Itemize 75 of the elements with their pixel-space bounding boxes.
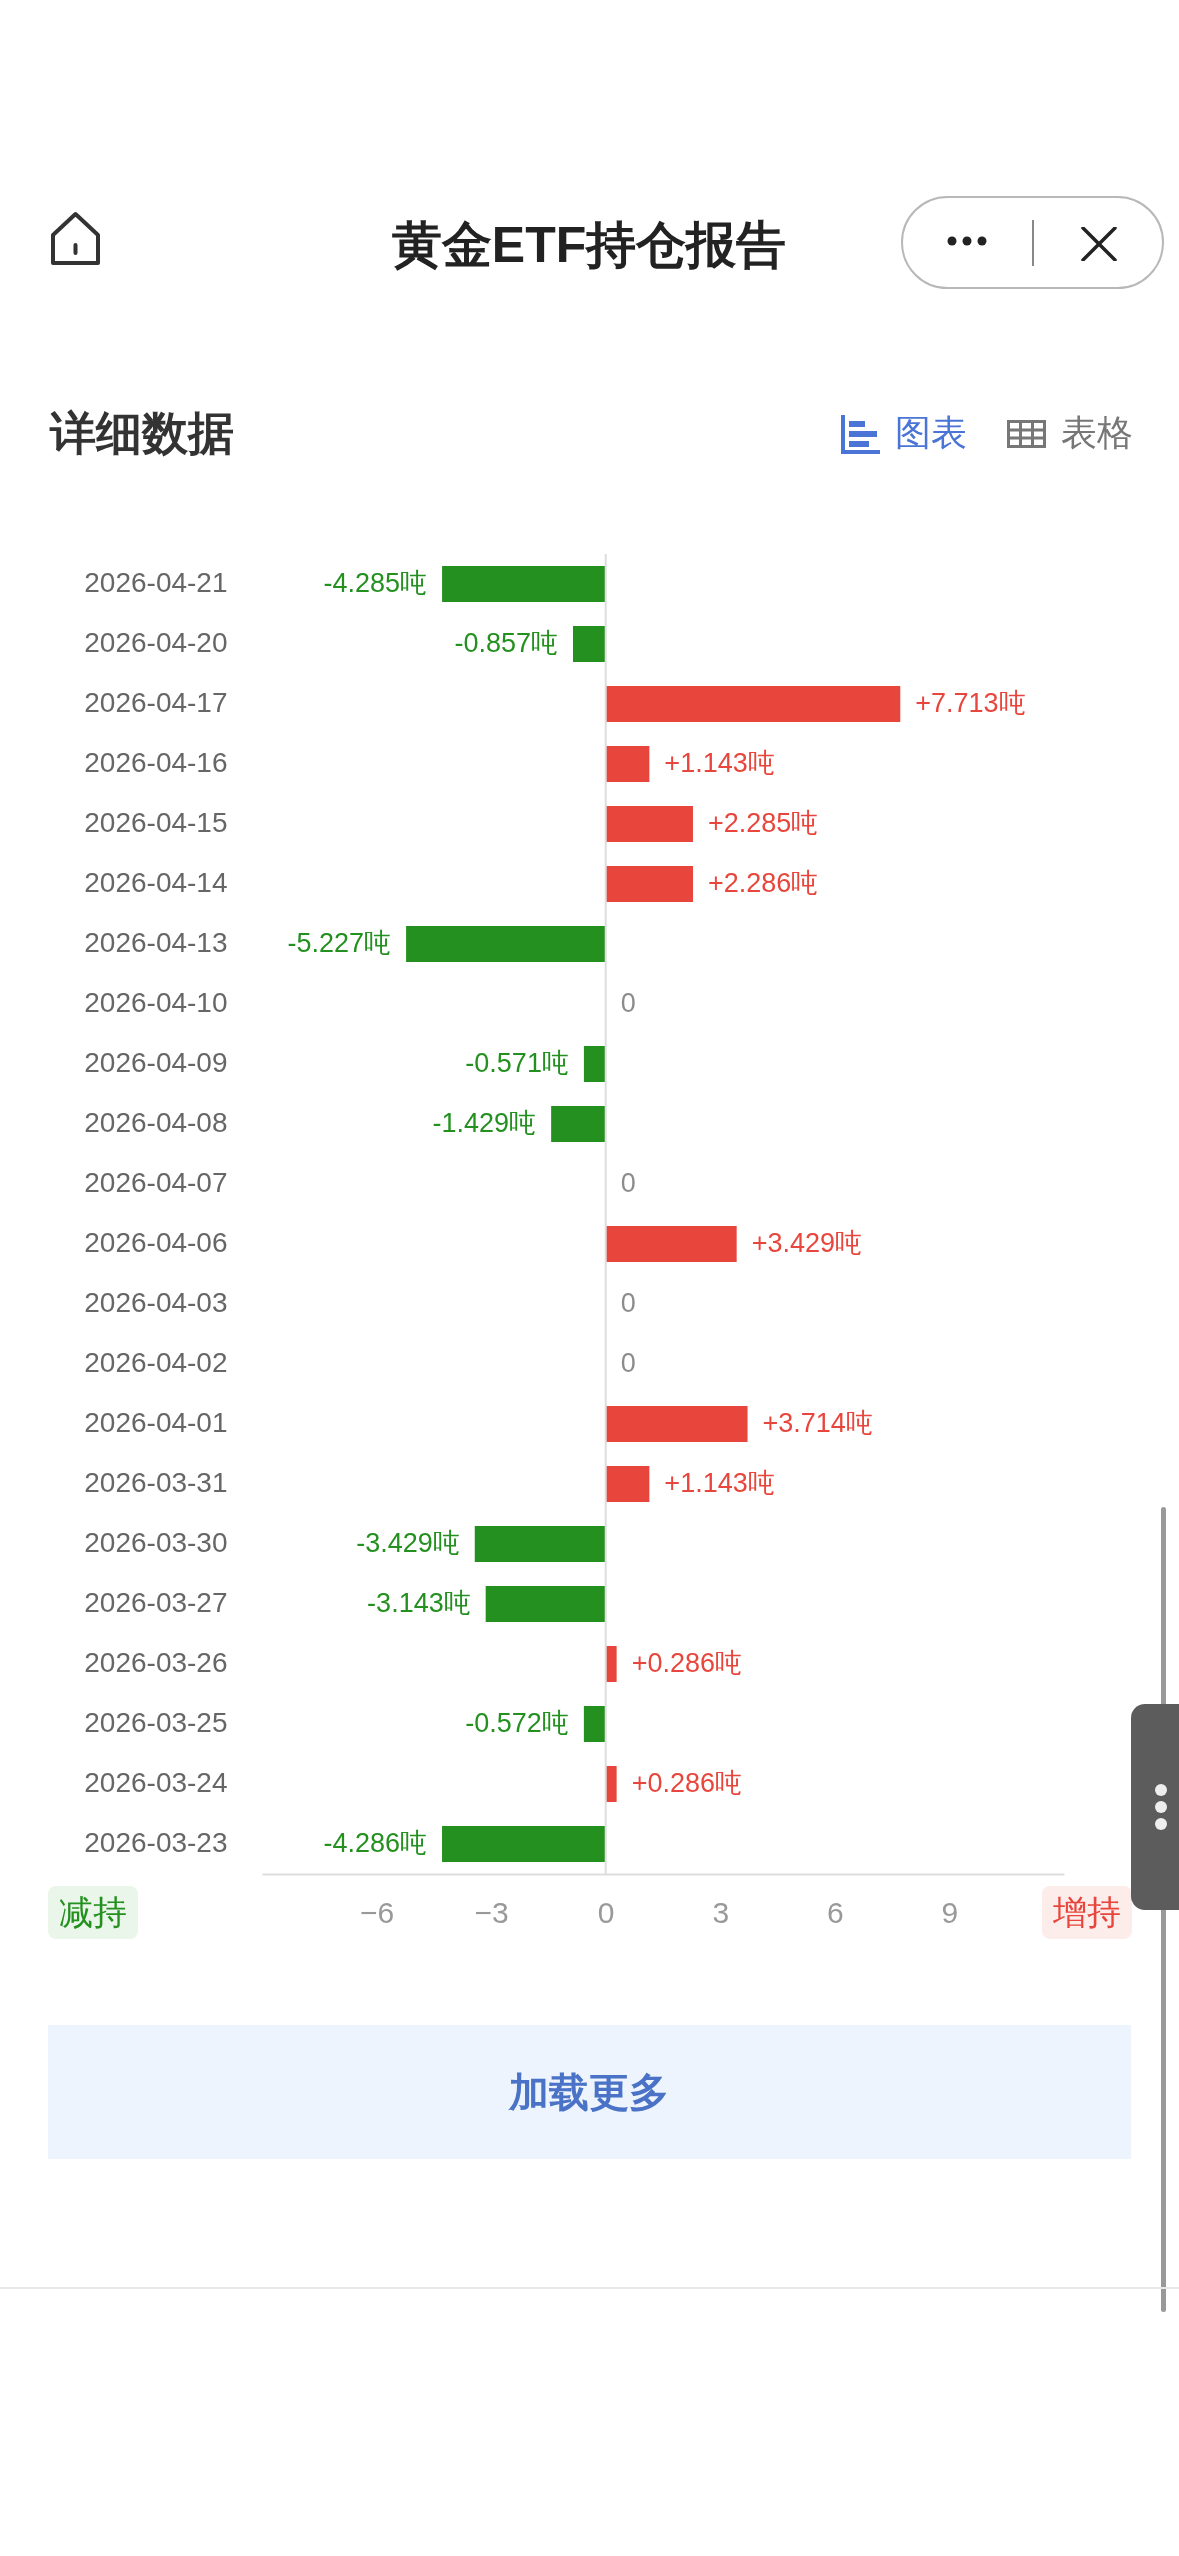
y-tick-label: 2026-04-21 [84, 567, 228, 598]
data-label: +0.286吨 [631, 1648, 742, 1678]
data-label: 0 [620, 988, 636, 1018]
data-label: -0.572吨 [465, 1708, 569, 1738]
data-label: -3.429吨 [356, 1528, 460, 1558]
data-label: +7.713吨 [915, 688, 1026, 718]
bar [442, 566, 606, 602]
y-tick-label: 2026-04-07 [84, 1167, 228, 1198]
bar [605, 686, 901, 722]
data-label: -0.571吨 [465, 1048, 569, 1078]
x-tick-label: −3 [474, 1895, 509, 1929]
chart-title: 黄金ETF持仓报告 [391, 216, 787, 274]
bar [605, 1766, 617, 1802]
x-tick-label: 3 [712, 1895, 730, 1929]
bar [605, 806, 693, 842]
y-tick-label: 2026-04-10 [84, 987, 228, 1018]
text: 图表 [895, 412, 967, 453]
y-tick-label: 2026-03-31 [84, 1467, 228, 1498]
bar [605, 1406, 748, 1442]
data-label: -3.143吨 [367, 1588, 471, 1618]
chart-subtitle: 详细数据 [50, 406, 234, 460]
x-tick-label: −6 [359, 1895, 395, 1929]
text: 增持 [1042, 1886, 1132, 1939]
bar [605, 1466, 650, 1502]
data-label: 0 [620, 1168, 636, 1198]
data-label: -1.429吨 [432, 1108, 537, 1138]
bar [583, 1706, 606, 1742]
y-tick-label: 2026-04-17 [84, 687, 228, 718]
bar [474, 1526, 606, 1562]
y-tick-label: 2026-04-01 [84, 1407, 228, 1438]
data-label: -5.227吨 [287, 928, 392, 958]
y-tick-label: 2026-04-13 [84, 927, 228, 958]
y-tick-label: 2026-04-09 [84, 1047, 228, 1078]
x-tick-label: 9 [941, 1895, 959, 1929]
data-label: -0.857吨 [454, 628, 558, 658]
y-tick-label: 2026-04-15 [84, 807, 228, 838]
y-tick-label: 2026-03-23 [84, 1827, 228, 1858]
data-label: +3.714吨 [762, 1408, 873, 1438]
y-tick-label: 2026-04-03 [84, 1287, 228, 1318]
x-tick-label: 6 [827, 1895, 844, 1929]
bar [583, 1046, 606, 1082]
data-label: 0 [620, 1288, 636, 1318]
bar [572, 626, 606, 662]
data-label: -4.285吨 [323, 568, 428, 598]
data-label: +2.285吨 [707, 808, 819, 838]
y-tick-label: 2026-04-06 [84, 1227, 228, 1258]
button: 加载更多 [48, 2025, 1131, 2159]
x-tick-label: 0 [597, 1895, 615, 1929]
y-tick-label: 2026-04-08 [84, 1107, 228, 1138]
data-label: +0.286吨 [631, 1768, 742, 1798]
bar [605, 866, 694, 902]
data-label: +3.429吨 [751, 1228, 863, 1258]
text: 表格 [1061, 412, 1133, 453]
y-tick-label: 2026-03-24 [84, 1767, 228, 1798]
bar [485, 1586, 606, 1622]
bar [605, 1646, 617, 1682]
bar [605, 746, 650, 782]
data-label: -4.286吨 [323, 1828, 428, 1858]
y-tick-label: 2026-03-25 [84, 1707, 228, 1738]
y-tick-label: 2026-04-02 [84, 1347, 228, 1378]
y-tick-label: 2026-04-16 [84, 747, 228, 778]
bar [605, 1226, 737, 1262]
y-tick-label: 2026-04-14 [84, 867, 228, 898]
bar [442, 1826, 606, 1862]
y-tick-label: 2026-03-30 [84, 1527, 228, 1558]
data-label: +1.143吨 [664, 748, 775, 778]
text: 减持 [48, 1886, 138, 1939]
y-tick-label: 2026-03-26 [84, 1647, 228, 1678]
bar [551, 1106, 606, 1142]
data-label: 0 [620, 1348, 636, 1378]
y-tick-label: 2026-04-20 [84, 627, 228, 658]
bar [406, 926, 606, 962]
data-label: +1.143吨 [664, 1468, 775, 1498]
y-tick-label: 2026-03-27 [84, 1587, 228, 1618]
data-label: +2.286吨 [708, 868, 819, 898]
